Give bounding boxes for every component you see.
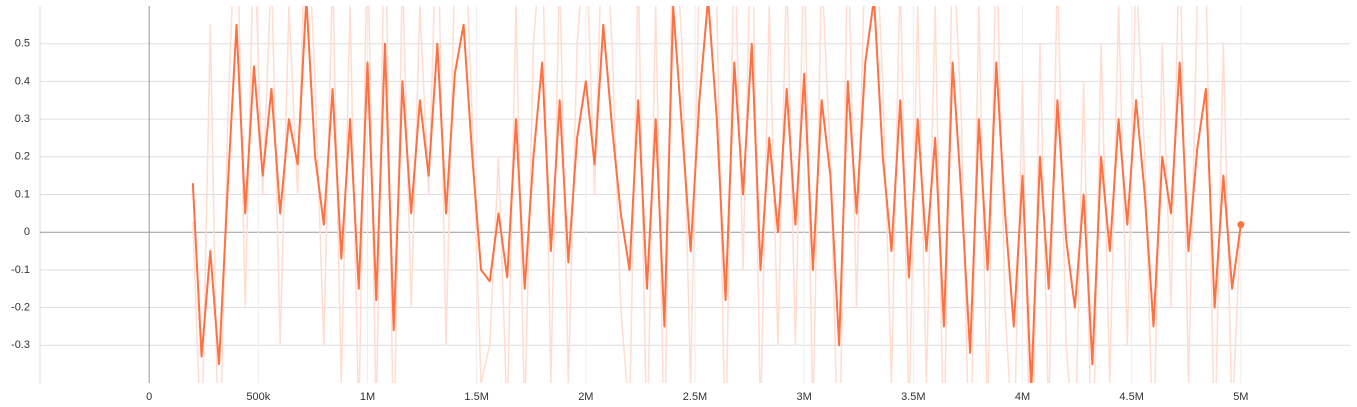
last-point bbox=[1237, 221, 1245, 229]
x-tick-label: 500k bbox=[246, 391, 270, 403]
series-line bbox=[191, 6, 1242, 383]
x-tick-label: 3M bbox=[797, 391, 812, 403]
y-tick-label: 0.4 bbox=[15, 75, 30, 87]
y-tick-label: 0.2 bbox=[15, 151, 30, 163]
x-tick-label: 2.5M bbox=[683, 391, 707, 403]
x-tick-label: 2M bbox=[578, 391, 593, 403]
x-tick-label: 5M bbox=[1233, 391, 1248, 403]
plot-area bbox=[191, 6, 1245, 383]
y-tick-label: 0.1 bbox=[15, 188, 30, 200]
x-tick-label: 1M bbox=[360, 391, 375, 403]
y-tick-label: -0.1 bbox=[11, 264, 30, 276]
series-line bbox=[192, 6, 1242, 383]
x-tick-label: 4M bbox=[1015, 391, 1030, 403]
y-tick-label: 0.3 bbox=[15, 113, 30, 125]
x-tick-label: 1.5M bbox=[464, 391, 488, 403]
axes: -0.3 -0.2 -0.1 0 0.1 0.2 0.3 0.4 0.5 0 500k 1M 1.5M 2… bbox=[11, 38, 1248, 403]
y-tick-label: 0 bbox=[24, 226, 30, 238]
y-tick-label: 0.5 bbox=[15, 38, 30, 50]
y-tick-label: -0.3 bbox=[11, 339, 30, 351]
y-tick-label: -0.2 bbox=[11, 302, 30, 314]
x-tick-label: 0 bbox=[146, 391, 152, 403]
x-tick-label: 3.5M bbox=[901, 391, 925, 403]
x-tick-label: 4.5M bbox=[1119, 391, 1143, 403]
